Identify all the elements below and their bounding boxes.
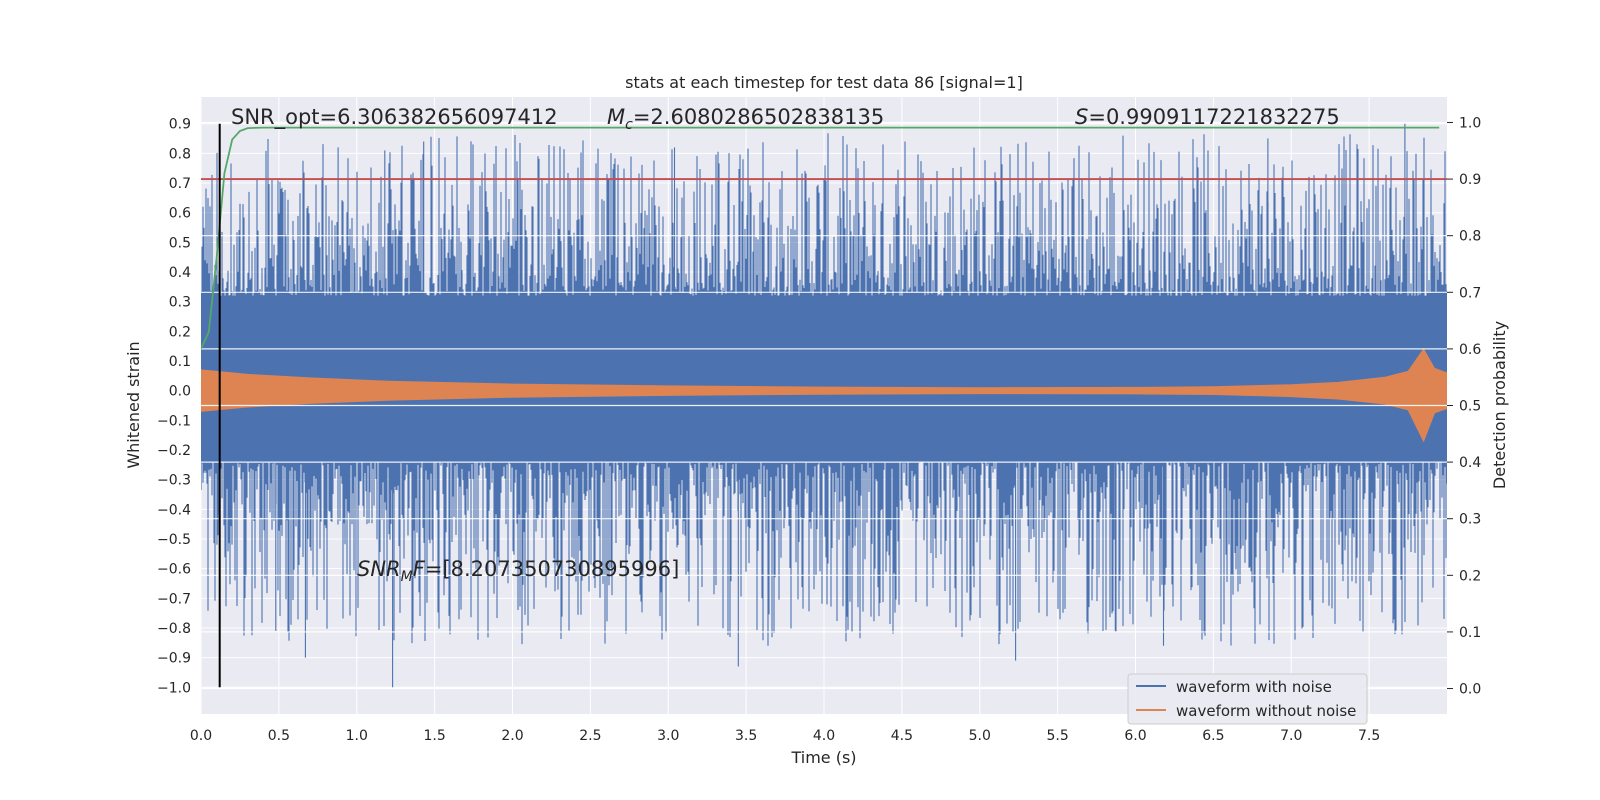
annotation-snr-opt: SNR_opt=6.306382656097412 [231,105,558,130]
y-tick-label: 0.8 [169,146,191,162]
annotation-snr-mf: SNRMF=[8.207350730895996] [357,557,679,585]
y2-tick-labels: 1.0 0.9 0.8 0.7 0.6 0.5 0.4 0.3 0.2 0.1 0.0 [1447,115,1481,698]
y2-gridlines-overlay [201,121,1447,690]
x-tick-label: 2.0 [501,728,523,744]
legend-label-noise: waveform with noise [1176,678,1332,696]
x-tick-label: 7.0 [1280,728,1302,744]
x-tick-label: 4.0 [813,728,835,744]
y-tick-label: −0.8 [157,621,191,637]
annotation-s: S=0.9909117221832275 [1075,105,1340,129]
y2-tick-label: 0.7 [1459,285,1481,301]
y-tick-label: −0.2 [157,443,191,459]
x-tick-label: 0.0 [190,728,212,744]
x-tick-labels: 0.0 0.5 1.0 1.5 2.0 2.5 3.0 3.5 4.0 4.5 5.0 5.5 6.0 6… [190,728,1380,744]
y-tick-label: 0.0 [169,384,191,400]
y-tick-label: −0.9 [157,651,191,667]
x-tick-label: 7.5 [1358,728,1380,744]
y2-tick-label: 0.4 [1459,455,1481,471]
y-tick-label: 0.3 [169,295,191,311]
y-axis-label: Whitened strain [124,341,143,468]
y2-tick-label: 0.0 [1459,682,1481,698]
y2-tick-label: 0.2 [1459,568,1481,584]
legend-label-clean: waveform without noise [1176,702,1356,720]
legend-box [1127,673,1368,725]
y-tick-label: 0.6 [169,206,191,222]
chart-title: stats at each timestep for test data 86 … [625,73,1023,92]
annotation-chirp-mass: Mc=2.6080286502838135 [607,105,884,133]
y-tick-label: 0.7 [169,176,191,192]
y2-tick-label: 0.3 [1459,512,1481,528]
y2-tick-label: 0.1 [1459,625,1481,641]
x-tick-label: 6.0 [1124,728,1146,744]
y-tick-label: 0.2 [169,324,191,340]
clean-waveform-envelope [201,348,1447,443]
x-tick-label: 6.5 [1202,728,1224,744]
y-tick-labels: 0.9 0.8 0.7 0.6 0.5 0.4 0.3 0.2 0.1 0.0 −0.1 −0.2 −0… [157,117,191,697]
y-tick-label: −0.7 [157,591,191,607]
series-waveform-with-noise [201,123,1447,688]
y2-tick-label: 1.0 [1459,115,1481,131]
series-waveform-without-noise [201,348,1447,443]
x-tick-label: 0.5 [268,728,290,744]
x-tick-label: 4.5 [891,728,913,744]
y2-tick-label: 0.5 [1459,399,1481,415]
x-axis-label: Time (s) [790,748,856,767]
x-tick-label: 2.5 [579,728,601,744]
y-tick-label: −0.5 [157,532,191,548]
y-tick-label: 0.1 [169,354,191,370]
y2-tick-label: 0.6 [1459,342,1481,358]
y2-axis-label: Detection probability [1490,321,1509,489]
x-tick-label: 5.0 [969,728,991,744]
x-tick-label: 3.0 [657,728,679,744]
x-tick-label: 1.5 [423,728,445,744]
y-tick-label: −0.3 [157,473,191,489]
x-tick-label: 1.0 [346,728,368,744]
x-tick-label: 5.5 [1046,728,1068,744]
legend: waveform with noise waveform without noi… [1127,673,1368,725]
y-tick-label: −0.1 [157,413,191,429]
y2-tick-label: 0.9 [1459,172,1481,188]
y-tick-label: −0.4 [157,502,191,518]
y-tick-label: 0.4 [169,265,191,281]
x-tick-label: 3.5 [735,728,757,744]
y2-tick-label: 0.8 [1459,229,1481,245]
y-tick-label: 0.9 [169,117,191,133]
y-tick-label: −0.6 [157,562,191,578]
y-tick-label: 0.5 [169,235,191,251]
y-tick-label: −1.0 [157,680,191,696]
